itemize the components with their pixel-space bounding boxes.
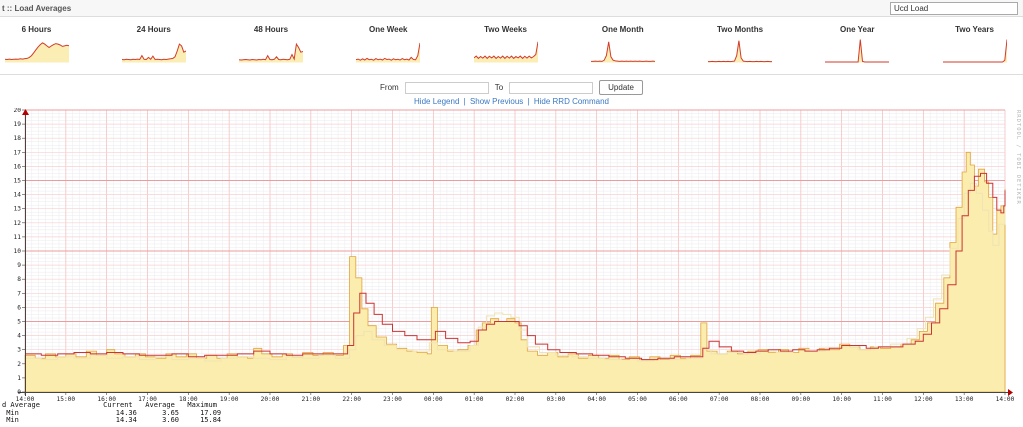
svg-text:17: 17 [14,149,22,156]
chart-legend: d Average Current Average Maximum Min 14… [2,401,222,424]
thumbnail-6-hours[interactable]: 6 Hours [0,18,93,74]
svg-text:07:00: 07:00 [710,396,729,402]
svg-text:20: 20 [14,108,22,114]
svg-text:21:00: 21:00 [302,396,321,402]
thumbnail-two-months[interactable]: Two Months [684,18,797,74]
thumbnail-sparkline [239,42,303,63]
load-averages-graph[interactable]: 14:00 15:00 16:00 17:00 18:00 19:00 20:00 21:00… [0,107,1023,403]
header-bar: t :: Load Averages Ucd Load [0,0,1023,17]
from-label: From [380,83,399,92]
svg-text:3: 3 [17,347,21,354]
thumbnail-one-week[interactable]: One Week [332,18,445,74]
svg-text:6: 6 [17,304,21,311]
svg-text:2: 2 [17,361,21,368]
svg-text:19: 19 [14,121,22,128]
svg-text:23:00: 23:00 [383,396,402,402]
svg-text:11: 11 [14,234,22,241]
svg-text:16: 16 [14,163,22,170]
svg-text:22:00: 22:00 [342,396,361,402]
svg-text:18: 18 [14,135,22,142]
graph-option-links: Hide Legend | Show Previous | Hide RRD C… [0,97,1023,106]
to-label: To [494,83,504,92]
thumbnail-sparkline [121,43,186,63]
svg-text:14:00: 14:00 [996,396,1015,402]
date-range-controls: From To Update [0,79,1023,96]
thumbnail-label: Two Years [955,25,994,34]
svg-text:20:00: 20:00 [261,396,280,402]
thumbnail-48-hours[interactable]: 48 Hours [215,18,328,74]
svg-text:16:00: 16:00 [97,396,116,402]
link-separator: | [463,97,466,106]
svg-text:08:00: 08:00 [751,396,770,402]
thumbnail-sparkline [590,41,655,63]
thumbnail-label: 48 Hours [253,25,289,34]
svg-text:12:00: 12:00 [914,396,933,402]
svg-text:7: 7 [17,290,21,297]
svg-text:13:00: 13:00 [955,396,974,402]
link-separator: | [527,97,530,106]
svg-text:13: 13 [14,206,22,213]
from-input[interactable] [404,81,489,94]
svg-text:00:00: 00:00 [424,396,443,402]
thumbnail-sparkline [4,42,69,63]
svg-text:17:00: 17:00 [138,396,157,402]
page-title: t :: Load Averages [2,3,72,13]
hide-legend-link[interactable]: Hide Legend [414,97,460,106]
svg-text:10:00: 10:00 [832,396,851,402]
svg-text:5: 5 [17,319,21,326]
svg-text:04:00: 04:00 [587,396,606,402]
show-previous-link[interactable]: Show Previous [469,97,524,106]
thumbnail-two-years[interactable]: Two Years [918,18,1023,74]
thumbnail-label: 6 Hours [21,25,52,34]
thumbnail-sparkline [356,42,421,63]
thumbnail-one-year[interactable]: One Year [801,18,914,74]
svg-text:05:00: 05:00 [628,396,647,402]
svg-text:15: 15 [14,178,22,185]
thumbnail-label: One Week [368,25,408,34]
svg-text:14:00: 14:00 [16,396,35,402]
thumbnail-sparkline [825,39,890,63]
thumbnail-sparkline [708,40,772,63]
svg-text:10: 10 [14,248,22,255]
svg-text:02:00: 02:00 [506,396,525,402]
thumbnail-label: Two Months [716,25,764,34]
svg-text:14: 14 [14,192,22,199]
thumbnail-sparkline [942,39,1007,63]
svg-text:4: 4 [17,333,21,340]
svg-text:1: 1 [17,375,21,382]
series-previous-period-line [25,182,1006,362]
svg-text:15:00: 15:00 [57,396,76,402]
thumbnail-24-hours[interactable]: 24 Hours [97,18,210,74]
thumbnail-label: Two Weeks [484,25,527,34]
svg-text:0: 0 [17,389,21,396]
thumbnail-sparkline [473,41,538,63]
rrdtool-watermark: RRDTOOL / TOBI OETIKER [1015,110,1021,205]
svg-text:19:00: 19:00 [220,396,239,402]
svg-text:8: 8 [17,276,21,283]
svg-text:09:00: 09:00 [792,396,811,402]
timespan-thumbnails-row: 6 Hours 24 Hours 48 Hours One Week Two W… [0,18,1023,75]
thumbnail-label: 24 Hours [136,25,171,34]
svg-text:11:00: 11:00 [873,396,892,402]
to-input[interactable] [509,81,594,94]
svg-text:06:00: 06:00 [669,396,688,402]
thumbnail-one-month[interactable]: One Month [566,18,679,74]
thumbnail-two-weeks[interactable]: Two Weeks [449,18,562,74]
thumbnail-label: One Year [839,25,875,34]
hide-rrd-command-link[interactable]: Hide RRD Command [533,97,609,106]
series-load-5min-line [25,172,1006,361]
svg-text:03:00: 03:00 [547,396,566,402]
svg-text:12: 12 [14,220,22,227]
svg-text:9: 9 [17,262,21,269]
svg-text:01:00: 01:00 [465,396,484,402]
graph-selector-dropdown[interactable]: Ucd Load [890,1,1018,15]
main-chart-area: 14:00 15:00 16:00 17:00 18:00 19:00 20:00 21:00… [0,107,1023,427]
svg-text:18:00: 18:00 [179,396,198,402]
thumbnail-label: One Month [601,25,644,34]
update-button[interactable]: Update [599,80,643,95]
